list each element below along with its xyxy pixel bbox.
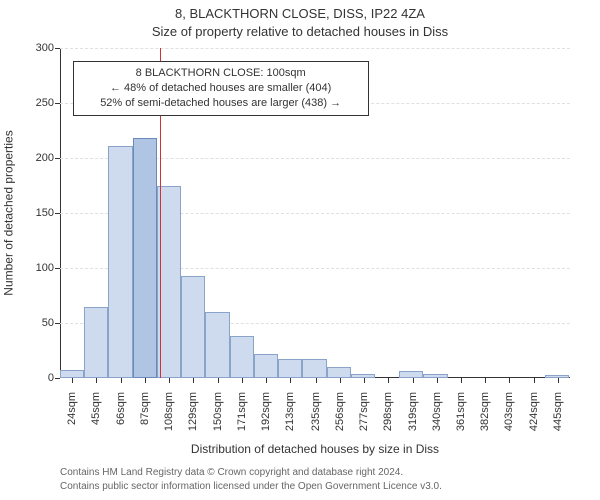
x-tick-mark xyxy=(218,378,219,383)
x-tick-label: 319sqm xyxy=(407,392,419,431)
histogram-bar xyxy=(181,276,205,378)
x-tick-label: 445sqm xyxy=(552,392,564,431)
x-tick-mark xyxy=(290,378,291,383)
x-tick-label: 66sqm xyxy=(115,392,127,425)
histogram-bar xyxy=(302,359,326,378)
info-box-line: 52% of semi-detached houses are larger (… xyxy=(80,96,362,111)
histogram-bar xyxy=(108,146,132,378)
x-tick-mark xyxy=(461,378,462,383)
y-tick-label: 50 xyxy=(10,317,60,329)
x-tick-label: 171sqm xyxy=(236,392,248,431)
credits-line-1: Contains HM Land Registry data © Crown c… xyxy=(60,466,570,480)
y-tick-label: 250 xyxy=(10,97,60,109)
histogram-bar xyxy=(205,312,229,378)
histogram-bar xyxy=(230,336,254,378)
x-tick-label: 256sqm xyxy=(334,392,346,431)
y-tick-label: 100 xyxy=(10,262,60,274)
x-tick-label: 192sqm xyxy=(260,392,272,431)
x-tick-mark xyxy=(121,378,122,383)
x-tick-mark xyxy=(266,378,267,383)
x-tick-mark xyxy=(388,378,389,383)
x-tick-label: 235sqm xyxy=(310,392,322,431)
y-tick-label: 200 xyxy=(10,152,60,164)
x-tick-mark xyxy=(193,378,194,383)
y-tick-label: 0 xyxy=(10,372,60,384)
x-tick-label: 361sqm xyxy=(455,392,467,431)
histogram-bar xyxy=(351,374,375,378)
x-tick-mark xyxy=(145,378,146,383)
x-tick-label: 382sqm xyxy=(479,392,491,431)
info-box: 8 BLACKTHORN CLOSE: 100sqm← 48% of detac… xyxy=(73,61,369,116)
x-tick-mark xyxy=(437,378,438,383)
x-tick-label: 24sqm xyxy=(66,392,78,425)
figure: 8, BLACKTHORN CLOSE, DISS, IP22 4ZA Size… xyxy=(0,0,600,500)
y-tick-label: 300 xyxy=(10,42,60,54)
x-tick-mark xyxy=(242,378,243,383)
info-box-line: ← 48% of detached houses are smaller (40… xyxy=(80,81,362,96)
credits-line-2: Contains public sector information licen… xyxy=(60,480,570,494)
x-tick-mark xyxy=(364,378,365,383)
credits: Contains HM Land Registry data © Crown c… xyxy=(60,466,570,493)
histogram-bar xyxy=(60,370,84,378)
x-tick-mark xyxy=(558,378,559,383)
histogram-bar xyxy=(254,354,278,378)
x-tick-label: 424sqm xyxy=(528,392,540,431)
x-tick-mark xyxy=(534,378,535,383)
x-tick-mark xyxy=(340,378,341,383)
x-tick-mark xyxy=(509,378,510,383)
chart-area: 05010015020025030024sqm45sqm66sqm87sqm10… xyxy=(60,48,570,378)
histogram-bar xyxy=(133,138,157,378)
x-tick-label: 45sqm xyxy=(90,392,102,425)
x-axis-label: Distribution of detached houses by size … xyxy=(60,442,570,456)
x-tick-label: 277sqm xyxy=(358,392,370,431)
x-tick-mark xyxy=(169,378,170,383)
x-tick-mark xyxy=(316,378,317,383)
y-grid-line xyxy=(60,48,570,49)
histogram-bar xyxy=(423,374,447,378)
histogram-bar xyxy=(399,371,423,378)
x-tick-mark xyxy=(96,378,97,383)
histogram-bar xyxy=(327,367,351,378)
info-box-line: 8 BLACKTHORN CLOSE: 100sqm xyxy=(80,66,362,81)
x-tick-label: 129sqm xyxy=(187,392,199,431)
x-tick-label: 87sqm xyxy=(139,392,151,425)
x-tick-mark xyxy=(485,378,486,383)
histogram-bar xyxy=(278,359,302,378)
histogram-bar xyxy=(84,307,108,379)
x-tick-mark xyxy=(413,378,414,383)
x-tick-label: 108sqm xyxy=(163,392,175,431)
title-sub: Size of property relative to detached ho… xyxy=(0,24,600,39)
x-tick-label: 298sqm xyxy=(382,392,394,431)
x-tick-label: 150sqm xyxy=(212,392,224,431)
x-tick-label: 340sqm xyxy=(431,392,443,431)
title-main: 8, BLACKTHORN CLOSE, DISS, IP22 4ZA xyxy=(0,6,600,21)
y-tick-label: 150 xyxy=(10,207,60,219)
x-tick-label: 403sqm xyxy=(503,392,515,431)
histogram-bar xyxy=(545,375,569,378)
x-tick-mark xyxy=(72,378,73,383)
x-tick-label: 213sqm xyxy=(284,392,296,431)
